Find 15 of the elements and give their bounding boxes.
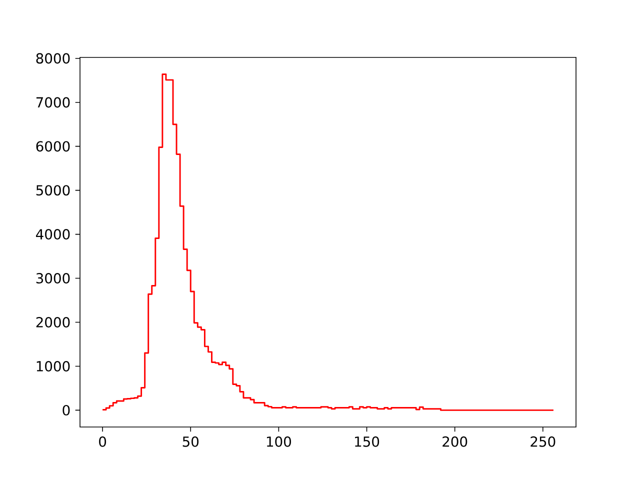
x-tick-label: 50 bbox=[182, 436, 199, 447]
y-tick-label: 0 bbox=[62, 404, 70, 416]
x-tick-label: 0 bbox=[99, 436, 106, 447]
x-tick-label: 250 bbox=[530, 436, 556, 447]
x-tick-label: 100 bbox=[266, 436, 291, 447]
y-tick-label: 1000 bbox=[36, 360, 70, 372]
y-tick-label: 7000 bbox=[36, 97, 70, 108]
y-tick-label: 6000 bbox=[36, 141, 70, 152]
y-tick-label: 5000 bbox=[36, 185, 70, 196]
x-tick-label: 150 bbox=[355, 436, 380, 447]
y-tick-label: 4000 bbox=[36, 229, 70, 240]
y-tick-label: 8000 bbox=[36, 53, 70, 64]
y-tick-label: 2000 bbox=[36, 317, 70, 328]
x-tick-label: 200 bbox=[442, 436, 468, 447]
y-tick-label: 3000 bbox=[36, 273, 70, 284]
